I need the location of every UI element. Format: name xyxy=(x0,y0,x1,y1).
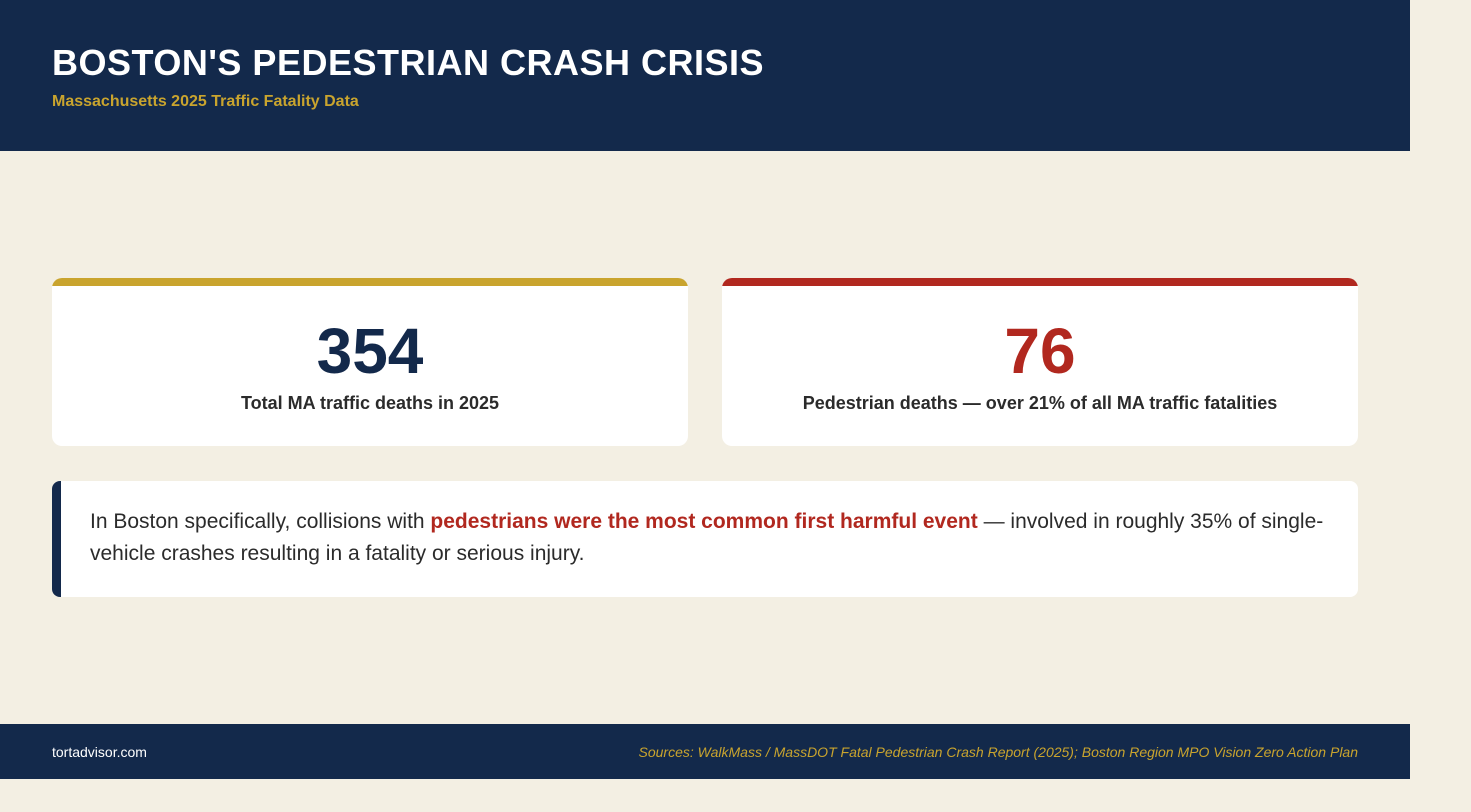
stat-card-accent-bar xyxy=(722,278,1358,286)
stat-label-total-deaths: Total MA traffic deaths in 2025 xyxy=(240,393,500,413)
header-banner: BOSTON'S PEDESTRIAN CRASH CRISIS Massach… xyxy=(0,0,1410,151)
callout-box: In Boston specifically, collisions with … xyxy=(52,481,1358,597)
callout-text-rest: — involved in roughly 35% of single-vehi… xyxy=(90,510,1324,565)
page-subtitle: Massachusetts 2025 Traffic Fatality Data xyxy=(52,93,359,110)
footer-site-name: tortadvisor.com xyxy=(52,744,147,760)
stat-value-pedestrian-deaths: 76 xyxy=(1004,315,1076,387)
footer-sources: Sources: WalkMass / MassDOT Fatal Pedest… xyxy=(638,744,1358,760)
stat-card-accent-bar xyxy=(52,278,688,286)
stat-card-pedestrian-deaths: 76 Pedestrian deaths — over 21% of all M… xyxy=(722,278,1358,446)
callout-accent-bar xyxy=(52,481,61,597)
page-title: BOSTON'S PEDESTRIAN CRASH CRISIS xyxy=(52,42,764,83)
callout-text: In Boston specifically, collisions with … xyxy=(90,506,1340,570)
footer-bar: tortadvisor.com Sources: WalkMass / Mass… xyxy=(0,724,1410,779)
callout-text-intro: In Boston specifically, collisions with xyxy=(90,510,431,533)
stat-value-total-deaths: 354 xyxy=(316,315,424,387)
callout-highlight: pedestrians were the most common first h… xyxy=(430,510,978,533)
stat-label-pedestrian-deaths: Pedestrian deaths — over 21% of all MA t… xyxy=(802,393,1278,413)
stat-card-total-deaths: 354 Total MA traffic deaths in 2025 xyxy=(52,278,688,446)
